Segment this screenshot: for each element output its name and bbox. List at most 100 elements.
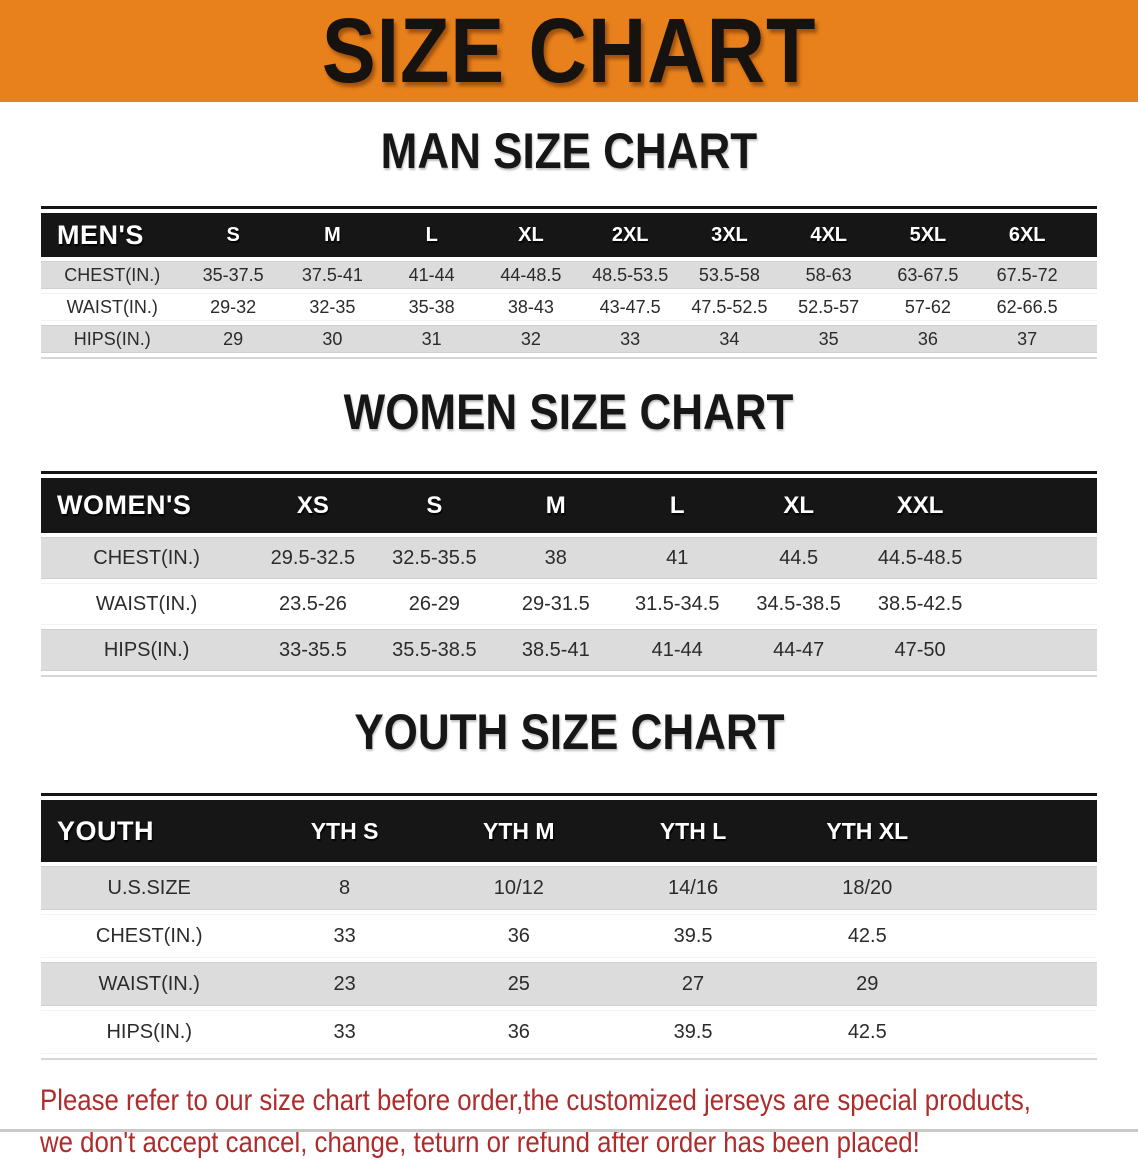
size-value-cell: 41-44 <box>382 261 482 289</box>
measurement-label: WAIST(IN.) <box>41 293 184 321</box>
size-value-cell: 58-63 <box>779 261 879 289</box>
table-header-label: WOMEN'S <box>57 490 192 520</box>
measurement-label: WAIST(IN.) <box>41 583 253 625</box>
size-value-cell: 38-43 <box>481 293 581 321</box>
measurement-label: CHEST(IN.) <box>41 261 184 289</box>
table-header-row: MEN'S S M L XL 2XL 3XL 4XL 5XL 6XL <box>41 213 1097 257</box>
size-value-cell: 33 <box>257 914 432 958</box>
size-column-header: XL <box>783 491 814 519</box>
measurement-row: HIPS(IN.) 33 36 39.5 42.5 <box>41 1010 1097 1054</box>
size-column-header: S <box>226 223 240 246</box>
size-value-cell: 35-38 <box>382 293 482 321</box>
size-value-cell: 41-44 <box>616 629 738 671</box>
size-value-cell: 44.5 <box>737 537 860 579</box>
size-column-header: 2XL <box>611 223 649 246</box>
size-value-cell: 53.5-58 <box>679 261 780 289</box>
page-title: SIZE CHART <box>288 5 850 97</box>
measurement-label: HIPS(IN.) <box>41 629 253 671</box>
size-value-cell: 48.5-53.5 <box>580 261 680 289</box>
size-value-cell: 30 <box>282 325 383 353</box>
spacer-cell <box>954 1010 1097 1054</box>
size-value-cell: 36 <box>431 1010 606 1054</box>
size-value-cell: 10/12 <box>431 866 606 910</box>
men-section: MAN SIZE CHART MEN'S S M L XL 2XL 3XL 4XL 5XL 6XL… <box>0 124 1138 359</box>
size-value-cell: 42.5 <box>780 1010 955 1054</box>
spacer-cell <box>980 583 1097 625</box>
size-value-cell: 36 <box>431 914 606 958</box>
size-column-header: L <box>669 491 685 519</box>
size-value-cell: 18/20 <box>780 866 955 910</box>
table-header-row: YOUTH YTH S YTH M YTH L YTH XL <box>41 800 1097 862</box>
men-size-table: MEN'S S M L XL 2XL 3XL 4XL 5XL 6XL CHEST(IN.) 35-37… <box>41 209 1097 357</box>
size-column-header: 4XL <box>810 223 848 246</box>
measurement-row: U.S.SIZE 8 10/12 14/16 18/20 <box>41 866 1097 910</box>
spacer-cell <box>1076 293 1097 321</box>
size-value-cell: 62-66.5 <box>977 293 1077 321</box>
size-value-cell: 8 <box>257 866 432 910</box>
size-value-cell: 29 <box>183 325 283 353</box>
spacer-cell <box>1077 213 1097 257</box>
size-value-cell: 33 <box>257 1010 432 1054</box>
youth-section-title: YOUTH SIZE CHART <box>353 704 785 760</box>
size-column-header: XL <box>518 223 544 246</box>
measurement-label: HIPS(IN.) <box>41 325 184 353</box>
women-size-table: WOMEN'S XS S M L XL XXL CHEST(IN.) 29.5-32.5 32.5… <box>41 474 1097 675</box>
size-value-cell: 35-37.5 <box>183 261 283 289</box>
size-value-cell: 34 <box>679 325 780 353</box>
size-value-cell: 38 <box>495 537 617 579</box>
size-value-cell: 67.5-72 <box>977 261 1077 289</box>
size-column-header: 3XL <box>711 223 748 246</box>
size-column-header: 6XL <box>1008 223 1046 246</box>
size-column-header: L <box>425 223 438 246</box>
spacer-cell <box>980 537 1097 579</box>
size-value-cell: 29 <box>780 962 955 1006</box>
size-value-cell: 34.5-38.5 <box>737 583 860 625</box>
size-value-cell: 27 <box>605 962 781 1006</box>
men-section-title: MAN SIZE CHART <box>380 123 758 179</box>
measurement-label: CHEST(IN.) <box>41 537 253 579</box>
size-value-cell: 26-29 <box>373 583 496 625</box>
size-value-cell: 33 <box>580 325 680 353</box>
size-column-header: YTH XL <box>826 817 909 844</box>
size-column-header: YTH S <box>310 817 379 844</box>
spacer-cell <box>1076 325 1097 353</box>
size-value-cell: 35.5-38.5 <box>373 629 496 671</box>
size-value-cell: 32 <box>481 325 581 353</box>
page-title-text: SIZE CHART <box>321 0 817 102</box>
men-size-table-wrap: MEN'S S M L XL 2XL 3XL 4XL 5XL 6XL CHEST(IN.) 35-37… <box>41 206 1097 359</box>
size-value-cell: 39.5 <box>605 1010 781 1054</box>
size-value-cell: 39.5 <box>605 914 781 958</box>
measurement-row: HIPS(IN.) 33-35.5 35.5-38.5 38.5-41 41-44 44-… <box>41 629 1097 671</box>
youth-size-table-wrap: YOUTH YTH S YTH M YTH L YTH XL U.S.SIZE 8 10/12… <box>41 793 1097 1060</box>
size-column-header: S <box>426 491 443 519</box>
size-value-cell: 35 <box>779 325 879 353</box>
table-header-label: YOUTH <box>57 815 154 846</box>
measurement-row: WAIST(IN.) 23.5-26 26-29 29-31.5 31.5-34.5 34… <box>41 583 1097 625</box>
measurement-row: HIPS(IN.) 29 30 31 32 33 34 35 36 37 <box>41 325 1097 353</box>
size-value-cell: 44-48.5 <box>481 261 581 289</box>
spacer-cell <box>954 962 1097 1006</box>
size-value-cell: 23.5-26 <box>252 583 374 625</box>
note-line-1: Please refer to our size chart before or… <box>40 1084 1031 1117</box>
size-value-cell: 29-32 <box>183 293 283 321</box>
measurement-row: CHEST(IN.) 29.5-32.5 32.5-35.5 38 41 44.5 44.5… <box>41 537 1097 579</box>
size-value-cell: 31 <box>382 325 482 353</box>
size-column-header: YTH M <box>483 817 555 844</box>
measurement-label: WAIST(IN.) <box>41 962 258 1006</box>
footer-note: Please refer to our size chart before or… <box>0 1080 1138 1164</box>
size-value-cell: 38.5-41 <box>495 629 617 671</box>
size-column-header: M <box>545 491 566 519</box>
size-value-cell: 37 <box>977 325 1077 353</box>
banner: SIZE CHART <box>0 0 1138 102</box>
size-value-cell: 47.5-52.5 <box>679 293 780 321</box>
size-value-cell: 41 <box>616 537 738 579</box>
spacer-cell <box>1076 261 1097 289</box>
measurement-label: U.S.SIZE <box>41 866 258 910</box>
size-value-cell: 36 <box>878 325 978 353</box>
size-value-cell: 29-31.5 <box>495 583 617 625</box>
size-value-cell: 32-35 <box>282 293 383 321</box>
measurement-row: WAIST(IN.) 29-32 32-35 35-38 38-43 43-47.5 47.… <box>41 293 1097 321</box>
size-value-cell: 23 <box>257 962 432 1006</box>
size-value-cell: 44-47 <box>737 629 860 671</box>
